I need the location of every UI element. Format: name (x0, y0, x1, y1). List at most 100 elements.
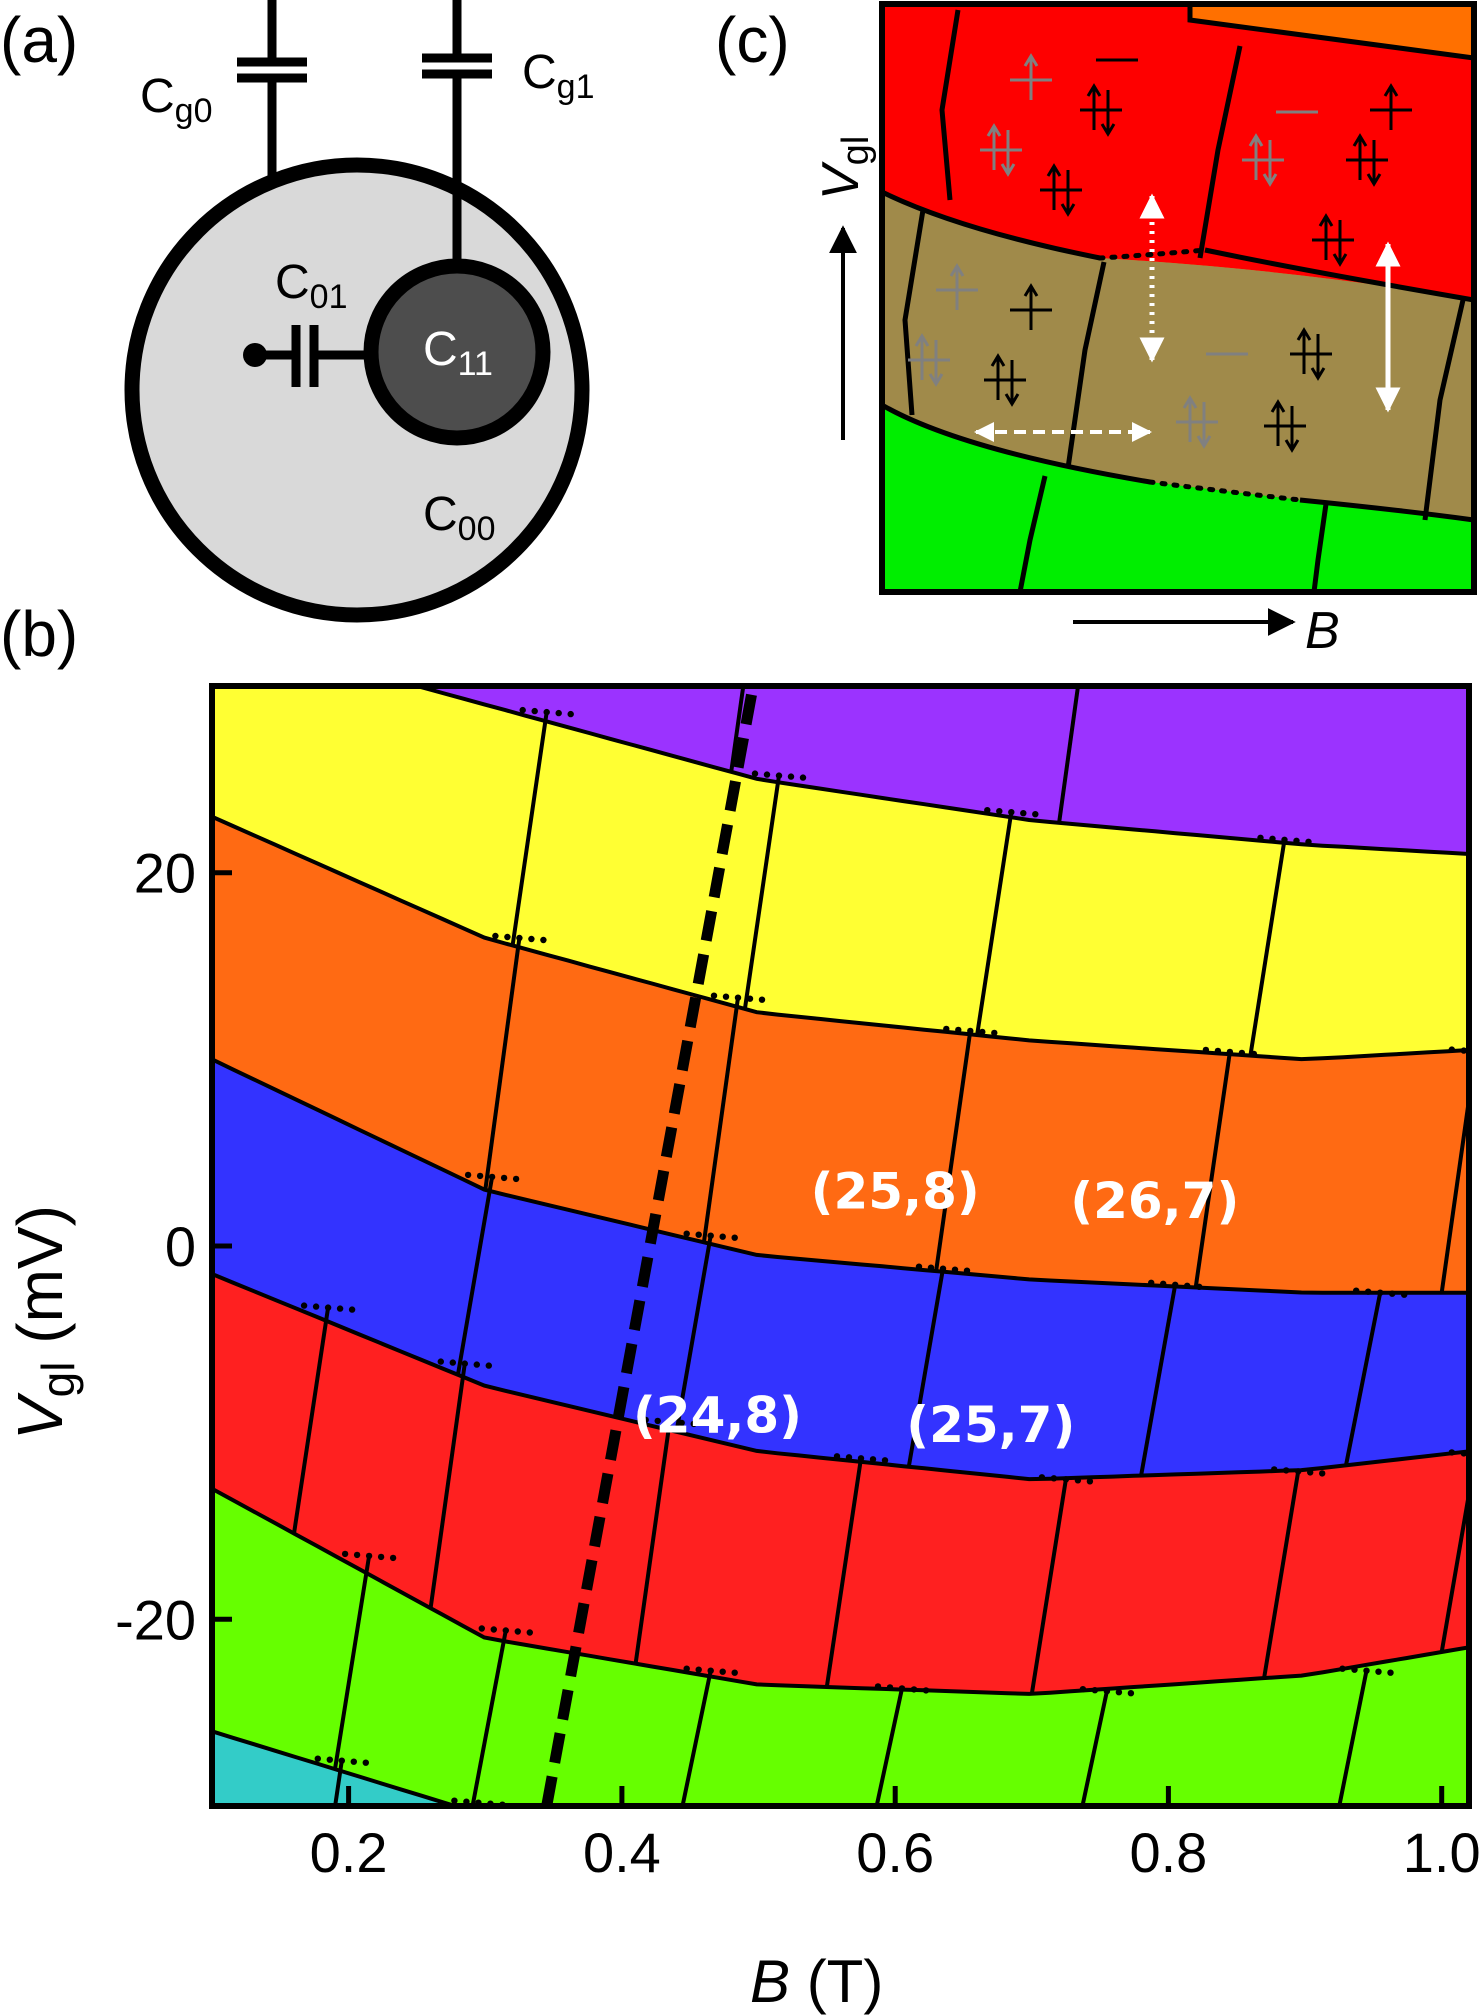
transition-line (483, 937, 522, 1191)
boundary-dot (1011, 1847, 1017, 1853)
boundary-dot (1196, 1283, 1203, 1291)
transition-line (1080, 1690, 1109, 1806)
boundary-dot (881, 1457, 889, 1464)
charge-state-label: (24,8) (633, 1387, 802, 1445)
boundary-dot (519, 706, 526, 714)
boundary-dot (1387, 1669, 1394, 1676)
boundary-dot (1214, 1047, 1222, 1055)
boundary-dot (731, 1234, 738, 1241)
y-tick-label: 20 (134, 842, 196, 905)
boundary-dot (666, 1418, 673, 1426)
boundary-dot (353, 1551, 361, 1559)
y-tick-label: 0 (165, 1215, 196, 1278)
boundary-dot (526, 1629, 533, 1636)
boundary-dot (492, 932, 499, 940)
boundary-dot (707, 1667, 714, 1674)
boundary-dot (939, 1265, 947, 1272)
boundary-dot (1473, 1451, 1479, 1457)
boundary-dot (504, 933, 511, 941)
boundary-dot (1244, 1841, 1250, 1847)
boundary-dot (1202, 1046, 1210, 1054)
boundary-dot (490, 1626, 497, 1633)
boundary-dot (951, 1266, 959, 1273)
boundary-dot (1460, 1047, 1468, 1054)
boundary-dot (857, 1455, 865, 1462)
transition-line (934, 1030, 973, 1272)
boundary-dot (734, 994, 742, 1001)
boundary-dot (763, 771, 771, 778)
boundary-dot (348, 1306, 356, 1313)
boundary-dot (817, 1841, 823, 1847)
boundary-dot (695, 1666, 702, 1673)
panel-c-label: (c) (715, 4, 790, 76)
boundary-dot (528, 935, 535, 943)
boundary-dot (1160, 1280, 1167, 1288)
boundary-dot (485, 1362, 492, 1369)
boundary-dot (1473, 1048, 1479, 1054)
boundary-dot (464, 1171, 472, 1179)
boundary-dot (1460, 1450, 1468, 1457)
band-cyan (212, 1731, 455, 1806)
boundary-dot (758, 996, 766, 1003)
transition-line (824, 1458, 863, 1688)
boundary-dot (312, 1303, 320, 1310)
transition-line (333, 1760, 344, 1806)
boundary-dot (350, 1758, 357, 1765)
boundary-dot (461, 1360, 468, 1367)
transition-line (1193, 1051, 1232, 1288)
boundary-dot (437, 1358, 444, 1365)
boundary-dot (898, 1685, 906, 1692)
x-axis-label: B (T) (750, 1948, 883, 2015)
boundary-dot (365, 1552, 373, 1560)
boundary-dot (991, 1029, 998, 1037)
boundary-dot (1038, 1474, 1046, 1481)
panel-c: (c) (715, 1, 1477, 660)
boundary-dot (1271, 1466, 1278, 1473)
boundary-dot (326, 1756, 333, 1763)
boundary-dot (1008, 809, 1015, 816)
boundary-dot (695, 1231, 702, 1238)
boundary-dot (1059, 1851, 1065, 1857)
boundary-dot (1062, 1476, 1070, 1483)
boundary-dot (722, 993, 730, 1000)
boundary-dot (341, 1550, 349, 1558)
coupling-terminal-dot (243, 343, 267, 367)
boundary-dot (805, 1840, 811, 1846)
spin-state-red-right (1242, 83, 1412, 267)
transition-line (1139, 1284, 1178, 1476)
boundary-dot (979, 1028, 986, 1036)
transition-line (333, 1555, 372, 1770)
band-boundary (212, 1057, 1469, 1295)
label-c11: C11 (423, 323, 493, 383)
boundary-dot (1319, 1470, 1326, 1477)
charge-state-label: (25,7) (906, 1396, 1075, 1454)
boundary-dot (1363, 1667, 1370, 1674)
boundary-dot (774, 527, 780, 533)
boundary-dot (955, 1026, 962, 1034)
transition-line (874, 1687, 904, 1806)
boundary-dot (1389, 1290, 1396, 1297)
boundary-dot (793, 1839, 799, 1845)
label-c01: C01 (275, 256, 348, 316)
boundary-dot (1020, 810, 1027, 817)
transition-line (674, 1235, 713, 1433)
panel-a-label: (a) (0, 4, 78, 76)
transition-line (1337, 1670, 1369, 1806)
label-c00: C00 (423, 488, 496, 548)
x-tick-label: 0.8 (1129, 1821, 1207, 1884)
boundary-dot (1375, 1668, 1382, 1675)
boundary-dot (516, 934, 523, 942)
boundary-dot (1172, 1281, 1179, 1289)
transition-line (1439, 1482, 1469, 1653)
y-axis-label: Vgl (mV) (4, 1205, 84, 1440)
boundary-dot (845, 1454, 853, 1461)
boundary-dot (943, 1025, 950, 1033)
boundary-dot (1023, 1848, 1029, 1854)
band-green (212, 1488, 1469, 1806)
label-cg0: Cg0 (140, 70, 213, 130)
band-blue (212, 1059, 1469, 1480)
boundary-dot (719, 1233, 726, 1240)
boundary-dot (1377, 1289, 1384, 1296)
boundary-dot (829, 1842, 835, 1848)
gate-capacitor-cg0 (237, 0, 307, 185)
